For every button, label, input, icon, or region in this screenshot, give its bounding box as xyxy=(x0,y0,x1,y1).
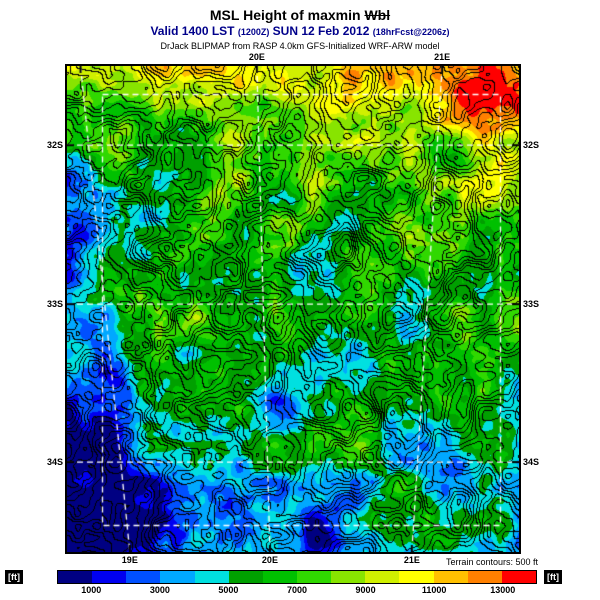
legend-color-segment xyxy=(228,571,263,583)
legend-tick-label: 5000 xyxy=(218,585,239,595)
legend-color-segment xyxy=(126,571,161,583)
lat-label-left: 34S xyxy=(46,457,63,468)
legend-tick-label: 3000 xyxy=(149,585,170,595)
legend-color-segment xyxy=(365,571,400,583)
legend-tick-label: 7000 xyxy=(286,585,308,595)
lon-label-bottom: 21E xyxy=(403,555,420,565)
legend-tick-label: 13000 xyxy=(490,585,516,595)
lat-label-left: 33S xyxy=(46,299,63,310)
weather-map-canvas xyxy=(67,66,519,552)
legend-tick-label: 11000 xyxy=(421,585,447,595)
legend-color-segment xyxy=(399,571,434,583)
lon-label-top: 20E xyxy=(248,52,265,62)
legend-color-segment xyxy=(92,571,127,583)
valid-lst: Valid 1400 LST xyxy=(150,24,238,38)
valid-date: SUN 12 Feb 2012 xyxy=(269,24,373,38)
legend-color-segment xyxy=(467,571,502,583)
lat-label-right: 33S xyxy=(523,299,540,310)
valid-time-line: Valid 1400 LST (1200Z) SUN 12 Feb 2012 (… xyxy=(0,24,600,38)
title-text: MSL Height of maxmin xyxy=(209,7,365,23)
map-frame: 32S 32S 33S 33S 34S 34S 19E 20E 20E 21E 21E xyxy=(47,52,539,565)
legend-units-left: [ft] xyxy=(5,570,23,584)
lat-label-right: 34S xyxy=(523,457,540,468)
legend-units-right: [ft] xyxy=(544,570,562,584)
lon-label-bottom: 20E xyxy=(261,555,278,565)
legend-color-segment xyxy=(194,571,229,583)
valid-zulu: (1200Z) xyxy=(237,27,270,37)
page-title: MSL Height of maxmin Wbl xyxy=(0,7,600,23)
lat-label-left: 32S xyxy=(46,140,63,151)
lon-label-top: 21E xyxy=(434,52,451,62)
legend-color-segment xyxy=(331,571,366,583)
model-attribution: DrJack BLIPMAP from RASP 4.0km GFS-Initi… xyxy=(160,41,440,51)
lat-label-right: 32S xyxy=(523,140,540,151)
legend-tick-label: 9000 xyxy=(355,585,376,595)
legend-colorbar xyxy=(57,570,537,584)
title-variable: Wbl xyxy=(364,7,391,23)
legend-color-segment xyxy=(58,571,93,583)
legend-tick-label: 1000 xyxy=(81,585,102,595)
legend-color-segment xyxy=(262,571,297,583)
lon-label-bottom: 19E xyxy=(121,555,138,565)
legend-color-segment xyxy=(160,571,195,583)
legend-color-segment xyxy=(433,571,468,583)
valid-fcst: (18hrFcst@2206z) xyxy=(372,27,450,37)
legend-color-segment xyxy=(501,571,536,583)
legend-color-segment xyxy=(296,571,332,583)
terrain-contours-note: Terrain contours: 500 ft xyxy=(445,557,538,567)
